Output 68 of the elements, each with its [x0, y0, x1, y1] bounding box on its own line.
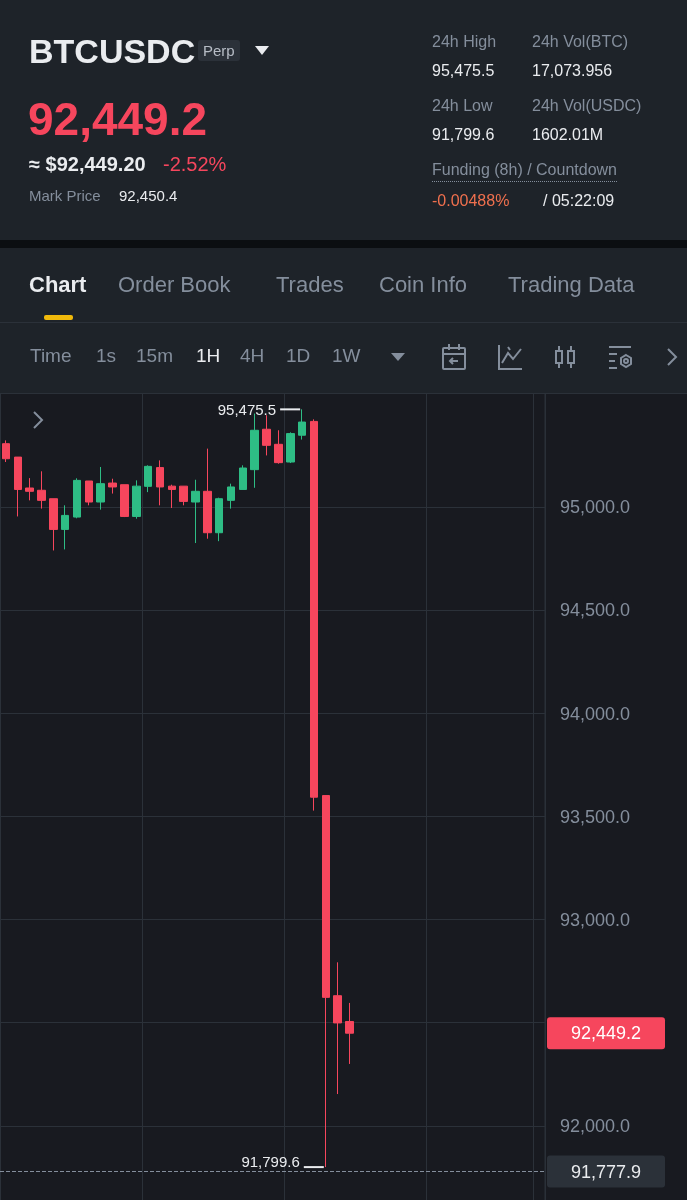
text: 1s: [96, 345, 117, 367]
text: Trades: [276, 272, 344, 298]
annotation: 95,475.5: [217, 400, 277, 418]
text: ≈ $92,449.20: [29, 153, 146, 176]
chart-title: BTCUSDC: [29, 32, 196, 71]
text: 95,475.5: [432, 62, 495, 80]
candlestick: [179, 485, 188, 506]
text: -0.00488%: [432, 192, 510, 210]
candlestick: [156, 459, 164, 506]
candlestick: [215, 497, 223, 542]
text: 1D: [286, 345, 311, 367]
candlestick: [144, 464, 152, 493]
text: 15m: [136, 345, 173, 367]
annotation: 91,799.6: [241, 1152, 300, 1170]
candlestick: [333, 961, 342, 1095]
candlestick: [108, 478, 117, 495]
text: 24h Low: [432, 97, 493, 115]
ref-line-label: 91,777.9: [570, 1161, 642, 1182]
text: 24h High: [432, 33, 497, 51]
candlestick: [286, 431, 295, 464]
text: -2.52%: [163, 153, 227, 176]
text: 92,450.4: [119, 187, 178, 204]
text: Order Book: [118, 272, 231, 298]
candlestick: [168, 484, 176, 509]
candlestick: [96, 466, 105, 511]
candlestick: [14, 456, 22, 517]
candlestick: [37, 470, 46, 510]
text: / 05:22:09: [543, 192, 615, 210]
text: 91,799.6: [432, 126, 495, 144]
candlestick: [322, 795, 330, 1168]
candlestick: [310, 418, 318, 812]
text: 1H: [196, 345, 221, 367]
text: Coin Info: [379, 272, 468, 298]
y-tick-label: 94,000.0: [560, 703, 631, 724]
candlestick: [49, 498, 58, 551]
candlestick: [191, 479, 200, 544]
candlestick: [2, 439, 10, 463]
candlestick: [25, 477, 34, 501]
text: 17,073.956: [532, 62, 613, 80]
text: Chart: [29, 272, 87, 298]
candlestick: [239, 464, 247, 490]
text: 24h Vol(USDC): [532, 97, 642, 115]
text: 1602.01M: [532, 126, 604, 144]
text: 92,449.2: [28, 92, 208, 146]
candlestick: [274, 429, 283, 465]
y-tick-label: 93,000.0: [560, 909, 631, 930]
text: Trading Data: [508, 272, 635, 298]
y-tick-label: 95,000.0: [560, 497, 631, 518]
candlestick: [73, 477, 81, 519]
candlestick: [120, 484, 129, 518]
candlestick: [61, 504, 69, 550]
text: Time: [30, 345, 72, 367]
candlestick: [298, 408, 306, 441]
y-tick-label: 92,000.0: [560, 1115, 631, 1136]
text: Perp: [198, 40, 240, 61]
candlestick: [227, 483, 235, 510]
text: 4H: [240, 345, 265, 367]
y-tick-label: 93,500.0: [560, 806, 631, 827]
text: Funding (8h) / Countdown: [432, 161, 617, 182]
candlestick: [132, 479, 141, 520]
y-tick-label: 94,500.0: [560, 600, 631, 621]
text: Mark Price: [29, 187, 101, 204]
text: 92,449.2: [570, 1023, 642, 1044]
candlestick: [85, 480, 93, 506]
candlestick: [345, 1002, 354, 1065]
text: 1W: [332, 345, 361, 367]
candlestick: [203, 448, 212, 540]
text: 24h Vol(BTC): [532, 33, 629, 51]
